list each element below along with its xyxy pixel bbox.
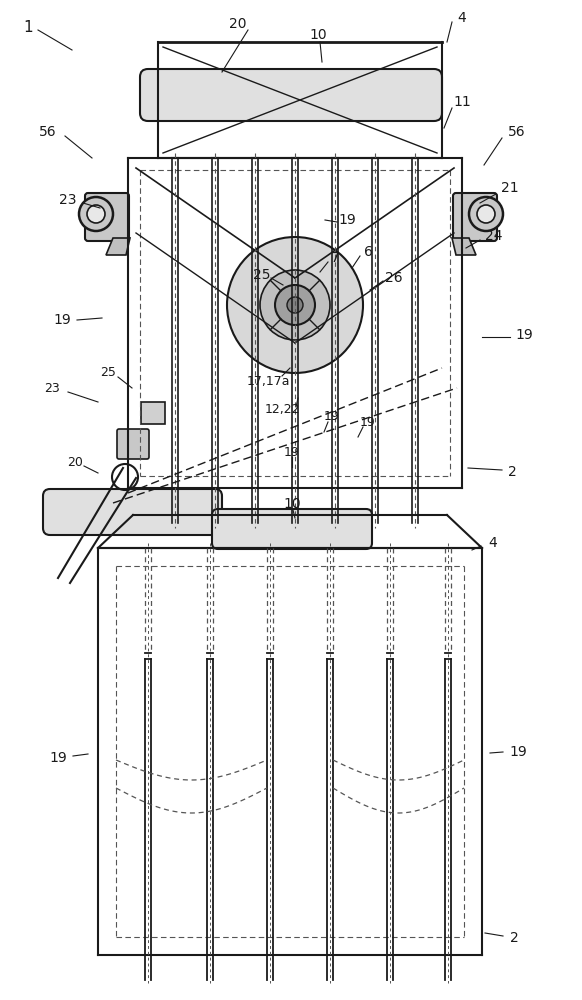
Polygon shape [106, 238, 130, 255]
Text: 56: 56 [508, 125, 526, 139]
FancyBboxPatch shape [212, 509, 372, 549]
Circle shape [469, 197, 503, 231]
Text: 23: 23 [44, 381, 60, 394]
Text: 24: 24 [485, 229, 503, 243]
Text: 56: 56 [39, 125, 57, 139]
Circle shape [87, 205, 105, 223]
Text: 26: 26 [385, 271, 403, 285]
Text: 19: 19 [324, 410, 340, 424]
Text: 19: 19 [360, 416, 376, 428]
Text: 7: 7 [331, 251, 339, 265]
Circle shape [79, 197, 113, 231]
Text: 4: 4 [489, 536, 498, 550]
Circle shape [275, 285, 315, 325]
Text: 23: 23 [59, 193, 77, 207]
Text: 11: 11 [453, 95, 471, 109]
Circle shape [477, 205, 495, 223]
Polygon shape [452, 238, 476, 255]
Text: 19: 19 [338, 213, 356, 227]
Circle shape [287, 297, 303, 313]
Text: 2: 2 [510, 931, 519, 945]
Text: 19: 19 [53, 313, 71, 327]
Text: 19: 19 [284, 446, 300, 458]
FancyBboxPatch shape [117, 429, 149, 459]
Text: 19: 19 [515, 328, 533, 342]
Text: 6: 6 [364, 245, 372, 259]
Text: 21: 21 [501, 181, 519, 195]
Text: 25: 25 [253, 268, 271, 282]
Text: 20: 20 [67, 456, 83, 468]
FancyBboxPatch shape [43, 489, 222, 535]
FancyBboxPatch shape [140, 69, 442, 121]
Text: 17,17a: 17,17a [246, 375, 290, 388]
Text: 1: 1 [23, 20, 33, 35]
Circle shape [227, 237, 363, 373]
Circle shape [260, 270, 330, 340]
Text: 10: 10 [309, 28, 327, 42]
Text: 25: 25 [100, 366, 116, 379]
Text: 20: 20 [229, 17, 247, 31]
Text: 10: 10 [283, 497, 301, 511]
FancyBboxPatch shape [453, 193, 497, 241]
Text: 2: 2 [508, 465, 516, 479]
Text: 12,22: 12,22 [264, 403, 300, 416]
Text: 19: 19 [509, 745, 527, 759]
FancyBboxPatch shape [85, 193, 129, 241]
Text: 4: 4 [457, 11, 466, 25]
FancyBboxPatch shape [141, 402, 165, 424]
Text: 19: 19 [49, 751, 67, 765]
